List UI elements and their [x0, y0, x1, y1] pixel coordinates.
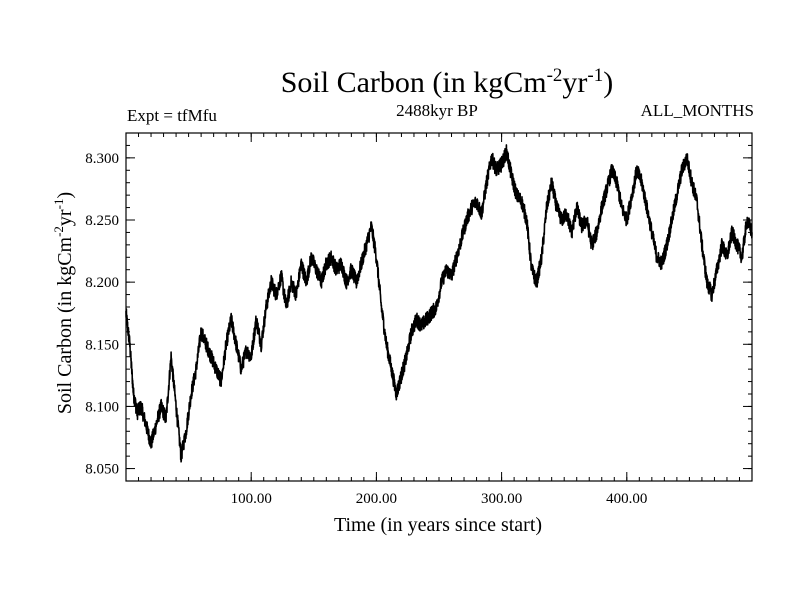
chart-title-sup1: -2	[547, 65, 563, 86]
y-tick-label: 8.300	[85, 151, 119, 167]
y-tick-label: 8.250	[85, 213, 119, 229]
period-label: 2488kyr BP	[396, 101, 478, 120]
chart-title-sup2: -1	[587, 65, 603, 86]
y-tick-label: 8.150	[85, 337, 119, 353]
chart-title-mid: yr	[562, 66, 587, 99]
y-axis-label-sup1: -2	[51, 226, 66, 237]
plot-frame	[125, 132, 753, 482]
y-tick-label: 8.200	[85, 275, 119, 291]
experiment-label: Expt = tfMfu	[127, 106, 217, 125]
x-tick-label: 200.00	[356, 491, 397, 507]
y-axis-label: Soil Carbon (in kgCm-2yr-1)	[51, 192, 76, 414]
months-label: ALL_MONTHS	[641, 101, 754, 120]
soil-carbon-series-line	[125, 144, 753, 463]
y-axis-label-suffix: )	[54, 192, 76, 199]
chart-title: Soil Carbon (in kgCm-2yr-1)	[281, 65, 614, 99]
y-axis-label-mid: yr	[54, 209, 76, 226]
y-axis-label-prefix: Soil Carbon (in kgCm	[54, 236, 76, 414]
x-tick-label: 300.00	[481, 491, 522, 507]
axis-ticks	[126, 133, 752, 481]
x-axis-label: Time (in years since start)	[334, 514, 542, 536]
chart-title-suffix: )	[603, 66, 613, 99]
x-tick-label: 100.00	[231, 491, 272, 507]
axis-tick-labels: 100.00 200.00 300.00 400.00 8.050 8.100 8.150 8…	[85, 151, 647, 507]
chart-title-prefix: Soil Carbon (in kgCm	[281, 66, 547, 99]
x-tick-label: 400.00	[606, 491, 647, 507]
y-axis-label-sup2: -1	[51, 199, 66, 210]
y-tick-label: 8.050	[85, 462, 119, 478]
y-tick-label: 8.100	[85, 399, 119, 415]
